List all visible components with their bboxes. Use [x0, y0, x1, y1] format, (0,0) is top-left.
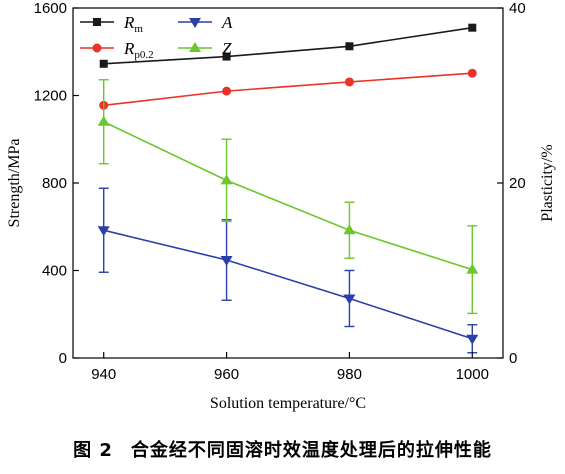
- right-tick-label: 40: [509, 0, 526, 17]
- legend-item-A: A: [178, 13, 233, 32]
- data-point-A: [97, 226, 110, 237]
- series-Rm: [99, 23, 477, 68]
- x-axis-label: Solution temperature/°C: [210, 395, 366, 412]
- data-point-Rm: [222, 52, 231, 61]
- series-line-Z: [103, 121, 473, 271]
- left-tick-label: 0: [59, 350, 67, 367]
- legend-marker: [189, 18, 201, 28]
- data-point-Z: [97, 115, 110, 126]
- legend-item-Rm: Rm: [80, 13, 143, 35]
- data-point-Z: [466, 263, 479, 274]
- legend-marker: [92, 43, 102, 53]
- data-point-Rp0.2: [344, 77, 354, 87]
- legend-label: Z: [222, 39, 232, 58]
- legend-item-Rp0.2: Rp0.2: [80, 39, 154, 61]
- series-line-A: [103, 229, 473, 340]
- data-point-Rm: [345, 42, 354, 51]
- data-point-Rm: [468, 23, 477, 32]
- legend-label: A: [221, 13, 233, 32]
- right-tick-label: 20: [509, 175, 526, 192]
- figure-caption: 图 2 合金经不同固溶时效温度处理后的拉伸性能: [0, 436, 565, 462]
- legend-marker: [189, 42, 201, 52]
- legend-item-Z: Z: [178, 39, 232, 58]
- right-axis-label: Plasticity/%: [539, 144, 556, 221]
- x-tick-label: 960: [214, 366, 239, 383]
- series-Rp0.2: [99, 68, 477, 110]
- left-tick-label: 800: [42, 175, 67, 192]
- left-axis-label: Strength/MPa: [6, 139, 23, 228]
- data-point-Rp0.2: [467, 68, 477, 78]
- series-A: [97, 187, 479, 354]
- series-line-Rp0.2: [103, 72, 473, 107]
- left-tick-label: 1200: [34, 88, 67, 105]
- data-point-Z: [220, 174, 233, 185]
- x-tick-label: 1000: [456, 366, 489, 383]
- series-Z: [97, 79, 479, 315]
- data-point-A: [220, 256, 233, 266]
- data-point-Rp0.2: [222, 86, 232, 96]
- x-tick-label: 980: [337, 366, 362, 383]
- data-point-Z: [343, 224, 356, 235]
- legend-label: Rp0.2: [123, 39, 154, 61]
- x-tick-label: 940: [91, 366, 116, 383]
- legend-label: Rm: [123, 13, 143, 35]
- data-point-A: [343, 294, 356, 305]
- tensile-properties-chart: 0 400 800 1200 1600 0 20 40 940 960 980 1000 Solutio…: [6, 0, 556, 412]
- left-tick-label: 1600: [34, 0, 67, 17]
- right-tick-label: 0: [509, 350, 517, 367]
- left-tick-label: 400: [42, 263, 67, 280]
- data-point-Rm: [99, 59, 108, 68]
- figure-caption-text: 合金经不同固溶时效温度处理后的拉伸性能: [130, 440, 492, 461]
- data-point-A: [466, 334, 479, 345]
- legend-marker: [93, 18, 101, 26]
- figure-number: 图 2: [73, 440, 113, 461]
- series-line-Rm: [103, 26, 473, 65]
